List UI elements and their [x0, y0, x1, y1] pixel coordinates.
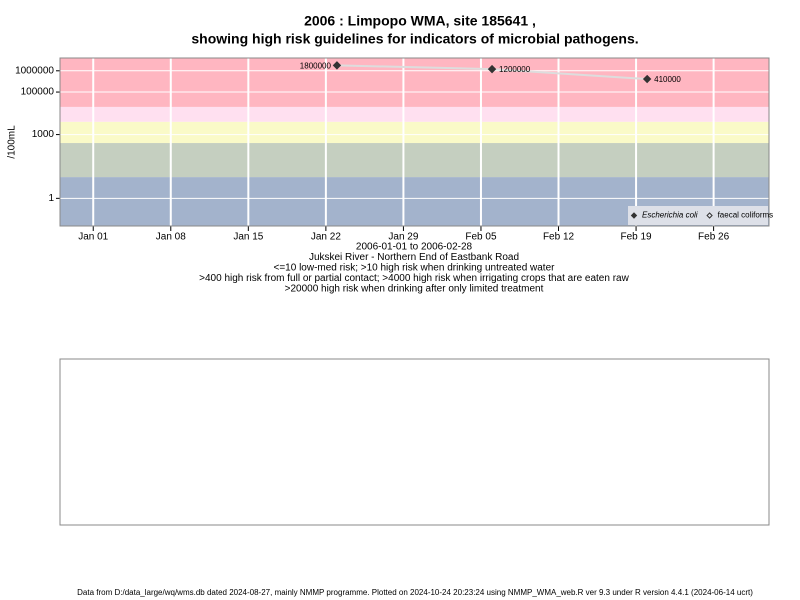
risk-band [60, 143, 769, 178]
data-label: 1200000 [499, 65, 531, 74]
x-tick-label: Feb 12 [543, 232, 575, 243]
plot-frame [59, 57, 770, 227]
note: >20000 high risk when drinking after onl… [285, 284, 544, 295]
risk-band [60, 121, 769, 144]
legend-label: faecal coliforms [718, 211, 774, 220]
y-tick-label: 100000 [21, 87, 55, 98]
x-tick-label: Jan 08 [156, 232, 186, 243]
legend-label: Escherichia coli [642, 211, 698, 220]
legend-box [628, 206, 768, 225]
data-point [487, 64, 497, 74]
x-tick-label: Jan 01 [78, 232, 108, 243]
data-point [642, 74, 652, 84]
x-tick-label: Feb 05 [465, 232, 497, 243]
y-axis-label: /100mL [7, 125, 18, 159]
data-point [332, 61, 342, 70]
note: <=10 low-med risk; >10 high risk when dr… [274, 263, 556, 274]
chart-subtitle: showing high risk guidelines for indicat… [191, 31, 638, 47]
legend-marker [706, 212, 713, 219]
risk-band [60, 106, 769, 122]
note: 2006-01-01 to 2006-02-28 [356, 242, 473, 253]
empty-panel [59, 358, 770, 526]
x-tick-label: Jan 15 [233, 232, 263, 243]
x-tick-label: Feb 19 [620, 232, 652, 243]
x-tick-label: Jan 29 [388, 232, 418, 243]
y-tick-label: 1000000 [15, 65, 54, 76]
note: Jukskei River - Northern End of Eastbank… [309, 252, 519, 263]
x-tick-label: Feb 26 [698, 232, 730, 243]
note: >400 high risk from full or partial cont… [199, 273, 629, 284]
legend-marker [630, 212, 638, 219]
data-label: 1800000 [300, 61, 332, 70]
x-tick-label: Jan 22 [311, 232, 341, 243]
footer: Data from D:/data_large/wq/wms.db dated … [77, 588, 753, 597]
data-label: 410000 [654, 75, 681, 84]
risk-band [60, 58, 769, 107]
chart-title: 2006 : Limpopo WMA, site 185641 , [304, 13, 536, 29]
y-tick-label: 1000 [32, 129, 55, 140]
y-tick-label: 1 [48, 193, 54, 204]
